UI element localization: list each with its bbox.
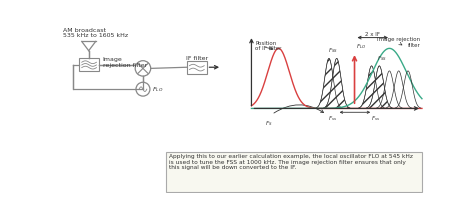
Text: 535 kHz to 1605 kHz: 535 kHz to 1605 kHz bbox=[63, 33, 128, 38]
Text: $F_{SS}$: $F_{SS}$ bbox=[328, 46, 338, 55]
Text: $F_S$: $F_S$ bbox=[265, 119, 272, 128]
Text: AM broadcast: AM broadcast bbox=[63, 28, 106, 33]
Bar bbox=[166, 151, 422, 192]
Text: 2 x IF: 2 x IF bbox=[365, 32, 380, 37]
Text: Applying this to our earlier calculation example, the local oscillator FLO at 54: Applying this to our earlier calculation… bbox=[169, 154, 413, 171]
Text: $F_{ss}$: $F_{ss}$ bbox=[328, 115, 337, 123]
Text: IF filter: IF filter bbox=[186, 56, 208, 61]
Circle shape bbox=[135, 61, 151, 76]
Text: Image rejection
filter: Image rejection filter bbox=[377, 37, 420, 48]
Text: Position
of IF filter: Position of IF filter bbox=[255, 41, 282, 51]
Text: $F_{LO}$: $F_{LO}$ bbox=[152, 85, 164, 94]
FancyArrowPatch shape bbox=[274, 105, 324, 113]
Bar bbox=[187, 61, 207, 74]
Text: $F_{LO}$: $F_{LO}$ bbox=[356, 43, 366, 51]
Text: Image
rejection filter: Image rejection filter bbox=[103, 57, 147, 68]
Text: $F_{ss}$: $F_{ss}$ bbox=[371, 115, 380, 123]
Bar bbox=[80, 58, 99, 71]
Text: $F_{SS}$: $F_{SS}$ bbox=[377, 54, 387, 63]
Circle shape bbox=[136, 82, 150, 96]
